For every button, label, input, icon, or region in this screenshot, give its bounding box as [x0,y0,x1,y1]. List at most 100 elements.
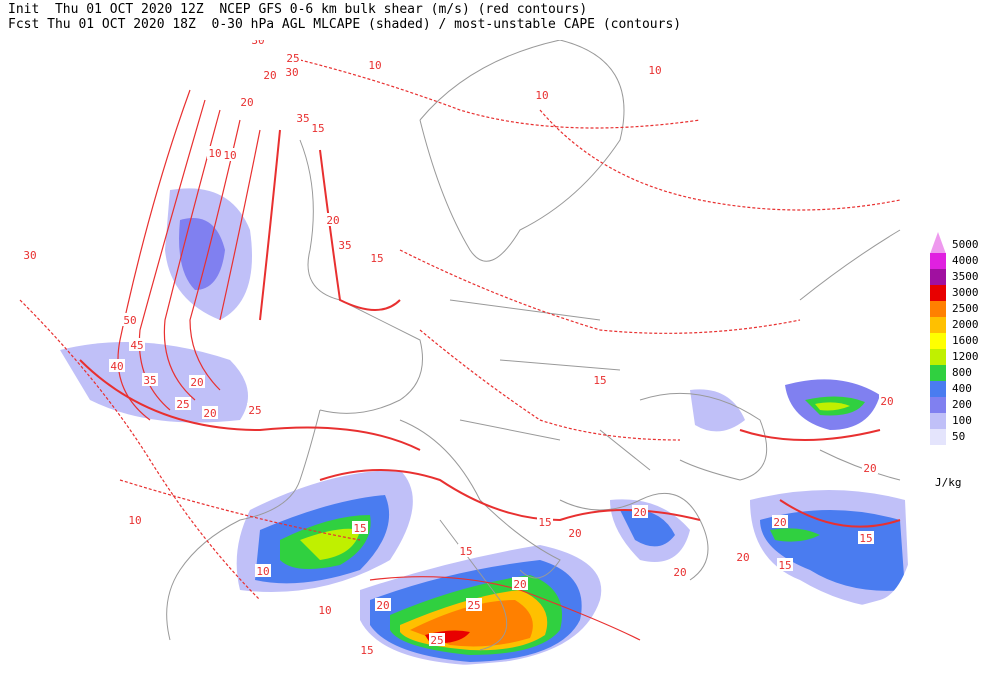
legend-swatch [930,349,946,365]
contour-label: 20 [633,506,646,519]
label-box [879,394,895,407]
contour-label: 30 [23,249,36,262]
label-box [858,531,874,544]
label-box [284,65,300,78]
label-box [109,359,125,372]
label-box [672,565,688,578]
contour-label: 15 [459,545,472,558]
legend: 5000 4000 3500 3000 2500 2000 1600 1200 800 400 20… [930,232,979,489]
border-line [166,409,321,641]
label-box [647,63,663,76]
label-box [369,251,385,264]
border-line [639,392,768,481]
legend-swatch [930,397,946,413]
contour-label: 35 [338,239,351,252]
label-box [317,603,333,616]
label-box [255,564,271,577]
contour-label: 35 [143,374,156,387]
legend-swatch [930,429,946,445]
legend-swatch [930,285,946,301]
border-line [559,492,709,581]
label-box [207,146,223,159]
legend-label: 50 [952,430,965,443]
contour-label: 45 [130,339,143,352]
legend-unit: J/kg [935,476,962,489]
label-box [367,58,383,71]
contour-label: 20 [263,69,276,82]
label-box [222,148,238,161]
contour-label: 25 [467,599,480,612]
contour-label: 20 [880,395,893,408]
cape-area [620,509,675,547]
contour-label: 50 [123,314,136,327]
contour-label: 20 [673,566,686,579]
shear-contour [319,149,401,311]
label-box [239,95,255,108]
contour-label: 25 [248,404,261,417]
contour-label: 10 [648,64,661,77]
label-box [127,513,143,526]
label-box [202,406,218,419]
label-box [250,40,266,46]
contour-label: 10 [368,59,381,72]
label-box [534,88,550,101]
contour-label: 10 [318,604,331,617]
legend-swatch [930,269,946,285]
label-box [429,633,445,646]
border-line [799,229,901,481]
legend-label: 5000 [952,238,979,251]
legend-label: 3000 [952,286,979,299]
legend-swatch [930,333,946,349]
contour-label: 15 [353,522,366,535]
contour-label: 15 [360,644,373,657]
legend-swatch [930,232,946,254]
shear-contour [399,249,801,334]
contour-label: 20 [773,516,786,529]
label-box [632,505,648,518]
label-box [772,515,788,528]
legend-label: 800 [952,366,972,379]
header-line: Init Thu 01 OCT 2020 12Z NCEP GFS 0-6 km… [8,2,588,17]
label-box [325,213,341,226]
contour-label: 20 [513,578,526,591]
contour-label: 15 [538,516,551,529]
contour-label: 40 [110,360,123,373]
legend-label: 100 [952,414,972,427]
shear-contour [259,129,281,321]
legend-label: 2000 [952,318,979,331]
label-box [512,577,528,590]
contour-label: 15 [311,122,324,135]
shear-contour [539,109,901,211]
border-line [419,40,625,262]
contour-label: 15 [593,374,606,387]
contour-label: 10 [223,149,236,162]
label-box [129,338,145,351]
cape-shading [60,188,910,665]
label-box [175,397,191,410]
legend-swatch [930,413,946,429]
label-box [777,558,793,571]
contour-label: 15 [370,252,383,265]
shear-contours [19,59,901,641]
label-box [567,526,583,539]
contour-label: 35 [296,112,309,125]
contour-label: 15 [859,532,872,545]
legend-label: 3500 [952,270,979,283]
label-box [337,238,353,251]
header-line: Fcst Thu 01 OCT 2020 18Z 0-30 hPa AGL ML… [8,17,682,32]
contour-label: 30 [251,34,264,47]
shear-contour [299,59,701,129]
shear-contour [79,359,421,451]
cape-area [770,528,820,542]
contour-label: 10 [208,147,221,160]
legend-label: 1600 [952,334,979,347]
label-box [285,51,301,64]
label-box [537,515,553,528]
legend-label: 2500 [952,302,979,315]
shear-contour [739,429,901,528]
label-box [359,643,375,656]
shear-contour [219,129,261,321]
